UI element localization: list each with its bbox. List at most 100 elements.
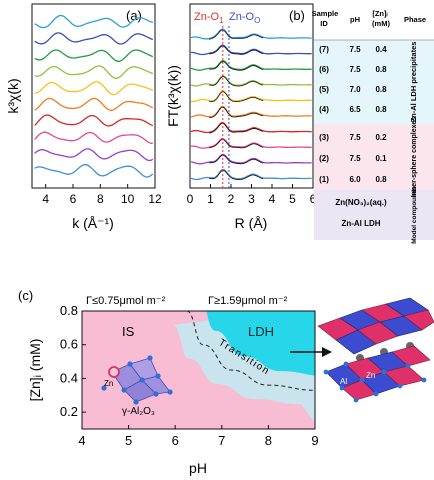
panel-b-frame — [189, 3, 314, 189]
sample-table: Sample ID pH [Zn]ᵢ (mM) Phase (7) 7.5 0.4(… — [312, 9, 434, 244]
panel-c-header-left: Γ≤0.75μmol m⁻² — [86, 295, 166, 307]
panel-c: (c) Γ≤0.75μmol m⁻² Γ≥1.59μmol m⁻² IS LDH… — [18, 288, 319, 476]
panel-a-tick-label: 6 — [70, 192, 77, 206]
table-cell: 0.8 — [375, 105, 387, 114]
table-cell: 6.0 — [349, 175, 361, 184]
panel-b-tick-label: 2 — [228, 192, 235, 206]
panel-a: (a) 4 6 8 10 12 k (Å⁻¹) k³χ(k) — [5, 3, 162, 231]
ldh-oxygen — [353, 397, 359, 403]
panel-a-tick-label: 12 — [148, 192, 162, 206]
ldh-al-label: Al — [340, 377, 347, 386]
oxygen-atom — [147, 355, 153, 361]
oxygen-atom — [101, 385, 107, 391]
ldh-oxygen — [381, 369, 387, 375]
panel-c-header-right: Γ≥1.59μmol m⁻² — [208, 295, 288, 307]
panel-a-line — [34, 49, 154, 62]
table-group-is-bg — [314, 124, 434, 190]
table-cell: (5) — [319, 85, 329, 94]
table-cell: (4) — [319, 105, 329, 114]
ldh-oxygen — [339, 385, 345, 391]
panel-a-ylabel: k³χ(k) — [5, 78, 21, 113]
panel-a-series — [34, 14, 154, 178]
table-cell: (3) — [319, 133, 329, 142]
panel-b-line — [190, 121, 312, 134]
table-cell: 0.1 — [375, 154, 387, 163]
inset-zn-alumina: Zn γ-Al₂O₃ — [101, 355, 173, 417]
table-cell: 0.8 — [375, 65, 387, 74]
panel-c-xlabel: pH — [189, 460, 207, 476]
panel-b-xlabel: R (Å) — [235, 215, 268, 231]
panel-b-tick-label: 3 — [248, 192, 255, 206]
ldh-oxygen — [421, 377, 427, 383]
panel-b-line — [190, 75, 312, 87]
panel-b-line — [190, 105, 312, 118]
table-header-sample-line1: Sample — [312, 9, 339, 18]
table-group-model-bg — [314, 190, 434, 240]
table-model-compound: Zn(NO₃)₂(aq.) — [335, 198, 387, 207]
table-cell: 7.5 — [349, 45, 361, 54]
table-cell: 0.8 — [375, 85, 387, 94]
ldh-oxygen — [323, 369, 329, 375]
panel-b-line — [190, 28, 312, 40]
panel-b-line — [190, 138, 312, 149]
panel-b-line — [191, 90, 312, 103]
oxygen-atom — [153, 391, 159, 397]
oxygen-atom — [155, 373, 161, 379]
table-cell: 0.8 — [375, 175, 387, 184]
region-label-is: IS — [122, 324, 135, 339]
table-cell: 7.5 — [349, 133, 361, 142]
panel-c-x-tick-label: 5 — [125, 433, 132, 448]
panel-a-line — [34, 65, 154, 79]
panel-c-x-tick-label: 4 — [78, 433, 85, 448]
panel-a-tick-label: 4 — [42, 192, 49, 206]
panel-b-tick-label: 0 — [187, 192, 194, 206]
table-rows: (7) 7.5 0.4 (6) 7.5 0.8 (5) 7.0 0.8 (4) 6.5 0.8 (3) 7… — [319, 45, 387, 228]
panel-c-frame — [81, 310, 316, 430]
table-header-phase: Phase — [404, 15, 426, 24]
oxygen-atom — [133, 399, 139, 405]
panel-b-fit-line — [209, 29, 264, 40]
annotation-zn-oo: Zn-OO — [229, 11, 260, 25]
panel-b-ylabel: FT(k³χ(k)) — [165, 65, 181, 127]
ldh-oxygen — [397, 383, 403, 389]
panel-b-line — [190, 44, 312, 56]
arrow-head — [322, 347, 332, 357]
panel-a-x-ticks: 4 6 8 10 12 — [42, 184, 162, 206]
table-group-model-phase: Model compounds — [411, 186, 418, 244]
annotation-zn-oo-sub: O — [254, 16, 260, 25]
table-group-ldh-phase: Zn-Al LDH precipitates — [409, 42, 418, 123]
table-header-zn-line1: [Zn]ᵢ — [372, 9, 387, 18]
panel-b-line — [190, 60, 312, 71]
ldh-octahedron — [391, 345, 431, 367]
panel-c-label: (c) — [18, 288, 33, 303]
table-cell: (6) — [319, 65, 329, 74]
panel-c-y-tick-label: 0.6 — [60, 337, 78, 352]
panel-c-ticks: 4 5 6 7 8 9 0.2 0.4 0.6 0.8 — [60, 303, 319, 448]
table-cell: (7) — [319, 45, 329, 54]
zn-atom — [108, 366, 120, 378]
panel-b-fit-line — [209, 76, 264, 87]
panel-c-y-tick-label: 0.2 — [60, 404, 78, 419]
panel-c-y-tick-label: 0.4 — [60, 370, 78, 385]
transition-curve — [186, 311, 315, 391]
table-cell: (2) — [319, 154, 329, 163]
panel-a-label: (a) — [126, 8, 142, 23]
table-group-is-phase: Inner-sphere complexes — [411, 117, 418, 198]
ldh-zn-label: Zn — [366, 371, 375, 380]
panel-c-x-tick-label: 8 — [265, 433, 272, 448]
panel-b-fit-line — [208, 139, 264, 149]
table-cell: 7.5 — [349, 154, 361, 163]
panel-b-fit-line — [209, 106, 264, 118]
panel-c-y-tick-label: 0.8 — [60, 303, 78, 318]
panel-b-tick-label: 1 — [207, 192, 214, 206]
panel-b-label: (b) — [289, 8, 305, 23]
table-cell: 6.5 — [349, 105, 361, 114]
oxygen-atom — [167, 389, 173, 395]
arrow-to-ldh — [290, 347, 332, 357]
table-group-ldh-bg — [314, 40, 434, 124]
table-model-compound: Zn-Al LDH — [341, 219, 380, 228]
panel-a-line — [34, 81, 154, 96]
